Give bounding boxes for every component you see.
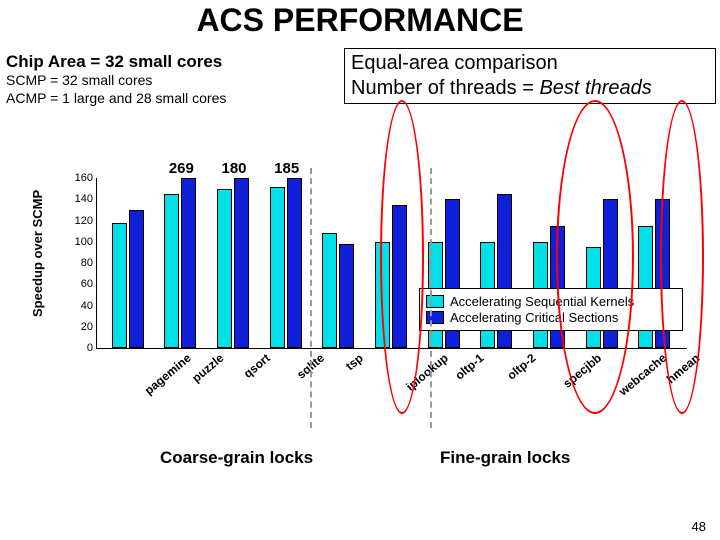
legend-swatch: [426, 311, 444, 324]
x-tick-label: pagemine: [142, 351, 194, 398]
coarse-grain-label: Coarse-grain locks: [160, 448, 313, 468]
bar: [164, 194, 179, 348]
equal-area-box: Equal-area comparison Number of threads …: [344, 48, 716, 104]
x-tick-label: oltp-2: [505, 351, 539, 383]
box-line2: Number of threads = Best threads: [351, 76, 709, 101]
x-tick-label: tsp: [343, 351, 366, 373]
box-line2b: Best threads: [539, 77, 651, 99]
legend-item: Accelerating Critical Sections: [426, 310, 676, 325]
vertical-divider: [430, 168, 432, 428]
bar: [339, 244, 354, 348]
bar: [322, 233, 337, 348]
y-tick: 80: [81, 257, 93, 269]
chip-area-line: Chip Area = 32 small cores: [6, 52, 222, 72]
x-tick-label: puzzle: [190, 351, 227, 385]
y-tick: 0: [87, 342, 93, 354]
overflow-label: 185: [274, 160, 299, 177]
x-tick-label: qsort: [241, 351, 273, 381]
acmp-line: ACMP = 1 large and 28 small cores: [6, 90, 226, 106]
highlight-oval: [380, 100, 424, 414]
overflow-label: 180: [221, 160, 246, 177]
bar: [287, 178, 302, 348]
y-tick: 100: [75, 236, 93, 248]
bar: [112, 223, 127, 348]
fine-grain-label: Fine-grain locks: [440, 448, 570, 468]
bar: [217, 189, 232, 348]
scmp-line: SCMP = 32 small cores: [6, 72, 152, 88]
legend: Accelerating Sequential KernelsAccelerat…: [419, 288, 683, 331]
bar: [129, 210, 144, 348]
bar: [270, 187, 285, 349]
x-tick-label: oltp-1: [452, 351, 486, 383]
bar: [234, 178, 249, 348]
slide: { "title":{"text":"ACS PERFORMANCE","fon…: [0, 0, 720, 540]
highlight-oval: [660, 100, 704, 414]
box-line1: Equal-area comparison: [351, 51, 709, 76]
bar-group: 269puzzle: [160, 178, 202, 348]
y-tick: 20: [81, 321, 93, 333]
legend-swatch: [426, 295, 444, 308]
vertical-divider: [310, 168, 312, 428]
y-tick: 120: [75, 215, 93, 227]
bar-group: 180qsort: [213, 178, 255, 348]
page-title: ACS PERFORMANCE: [0, 2, 720, 39]
overflow-label: 269: [169, 160, 194, 177]
y-tick: 140: [75, 193, 93, 205]
y-tick: 160: [75, 172, 93, 184]
bar-group: pagemine: [108, 178, 150, 348]
page-number: 48: [692, 519, 706, 534]
y-tick: 60: [81, 278, 93, 290]
bar: [181, 178, 196, 348]
highlight-oval: [556, 100, 634, 414]
y-axis-label: Speedup over SCMP: [30, 168, 45, 338]
box-line2a: Number of threads =: [351, 77, 539, 99]
bar-group: 185sqlite: [266, 178, 308, 348]
bar-group: tsp: [318, 178, 360, 348]
legend-item: Accelerating Sequential Kernels: [426, 294, 676, 309]
y-tick: 40: [81, 300, 93, 312]
